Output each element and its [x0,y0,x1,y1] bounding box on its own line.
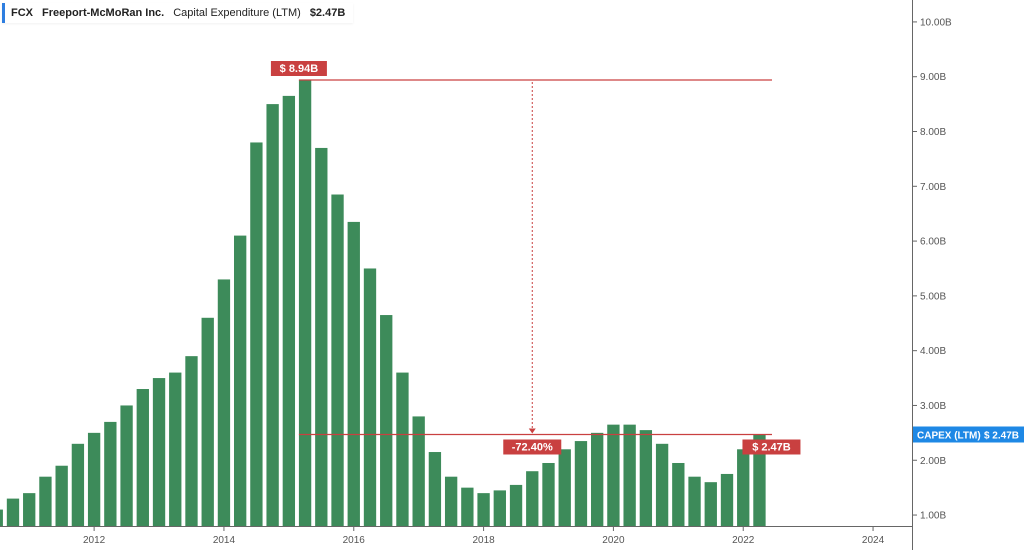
bar [655,443,669,526]
x-tick-label: 2012 [83,535,106,546]
chart-axes: 2012 2014 2016 2018 2020 2022 2024 1.00B 2.00B 3.… [0,0,952,550]
bar [704,482,717,526]
bar [461,487,474,526]
percent-change-label-bg [503,439,562,455]
bar [71,443,85,526]
bar [428,452,442,526]
y-tick-label: 10.00B [920,17,952,28]
bar [185,356,198,526]
bar [331,194,344,526]
price-tag-value: $ 2.47B [984,430,1019,441]
bar [120,405,133,526]
bar [39,476,52,526]
y-tick-label: 4.00B [920,346,946,357]
y-tick-label: 2.00B [920,456,946,467]
peak-value-label: $ 8.94B [280,63,319,75]
bar [298,80,312,526]
current-value-label: $ 2.47B [752,441,791,453]
bar [282,95,296,526]
bar [477,493,490,527]
x-tick-label: 2022 [732,535,755,546]
bar [23,493,36,527]
change-arrow-head [528,428,536,434]
bar [104,421,117,526]
legend-metric: Capital Expenditure (LTM) [173,7,301,19]
y-tick-label: 8.00B [920,127,946,138]
x-tick-label: 2016 [343,535,366,546]
y-tick-label: 3.00B [920,401,946,412]
bar [217,279,231,526]
bar [672,462,685,526]
y-tick-label: 1.00B [920,511,946,522]
bar [169,372,182,526]
bar [720,473,734,526]
bar [6,498,20,526]
bar [753,434,766,526]
bar [607,424,620,526]
bar [688,476,701,526]
y-tick-label: 6.00B [920,237,946,248]
bar [136,389,149,526]
legend-ticker: FCX [11,7,33,19]
bar-series [0,80,766,527]
bar [347,221,360,526]
y-tick-label: 9.00B [920,72,946,83]
percent-change-label: -72.40% [512,441,553,453]
x-tick-label: 2014 [213,535,236,546]
bar [412,416,425,526]
bar [363,268,377,526]
chart-legend: FCX Freeport-McMoRan Inc. Capital Expend… [2,3,354,23]
bar [737,449,750,526]
bar [623,424,636,526]
y-tick-label: 7.00B [920,182,946,193]
bar [380,315,393,526]
legend-company: Freeport-McMoRan Inc. [42,7,165,19]
bar [315,147,328,526]
bar [493,490,506,526]
bar [201,317,214,526]
y-tick-label: 5.00B [920,291,946,302]
bar [639,430,653,526]
bar [542,462,555,526]
bar [152,378,166,526]
bar [234,235,247,526]
bar [0,509,3,526]
current-value-label-bg [742,439,801,455]
bar [55,465,68,526]
price-tag-label: CAPEX (LTM) [917,430,981,441]
x-tick-label: 2024 [862,535,885,546]
x-tick-label: 2018 [472,535,495,546]
bar [574,441,588,526]
bar [266,104,279,526]
bar [444,476,458,526]
bar [87,432,101,526]
bar [396,372,409,526]
bar [509,484,523,526]
price-tag-bg [913,426,1024,443]
x-tick-label: 2020 [602,535,625,546]
bar [526,471,539,526]
bar [250,142,263,526]
peak-value-label-bg [270,60,327,76]
bar [558,449,571,526]
bar [591,432,604,526]
legend-value: $2.47B [309,7,346,19]
